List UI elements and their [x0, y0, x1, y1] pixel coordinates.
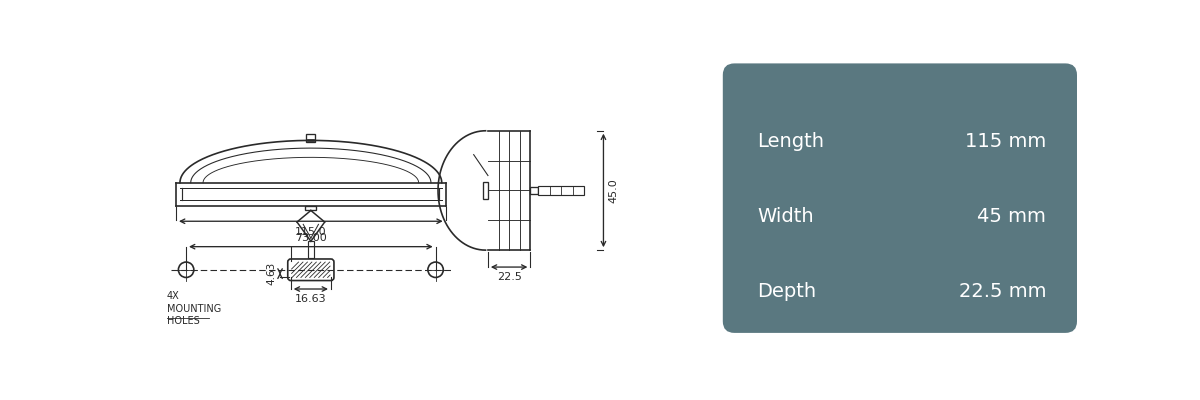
Text: 4.63: 4.63 [266, 262, 276, 285]
Bar [530, 186, 538, 194]
Text: 22.5 mm: 22.5 mm [959, 282, 1046, 301]
Text: 4X
MOUNTING
HOLES: 4X MOUNTING HOLES [167, 291, 221, 326]
FancyBboxPatch shape [722, 64, 1078, 333]
Text: Depth: Depth [757, 282, 816, 301]
Text: 115 mm: 115 mm [965, 132, 1046, 152]
Bar [307, 139, 314, 141]
Bar [484, 182, 488, 199]
Text: Length: Length [757, 132, 824, 152]
Text: 45 mm: 45 mm [977, 207, 1046, 226]
Text: 45.0: 45.0 [608, 178, 618, 203]
Bar [306, 206, 317, 210]
Text: Width: Width [757, 207, 814, 226]
Text: 22.5: 22.5 [497, 272, 522, 282]
Text: 73.00: 73.00 [295, 233, 326, 243]
FancyBboxPatch shape [288, 259, 334, 280]
Bar [538, 186, 584, 195]
Bar [306, 134, 316, 142]
Bar [308, 241, 313, 258]
Text: 115.0: 115.0 [295, 227, 326, 237]
Text: 16.63: 16.63 [295, 294, 326, 304]
